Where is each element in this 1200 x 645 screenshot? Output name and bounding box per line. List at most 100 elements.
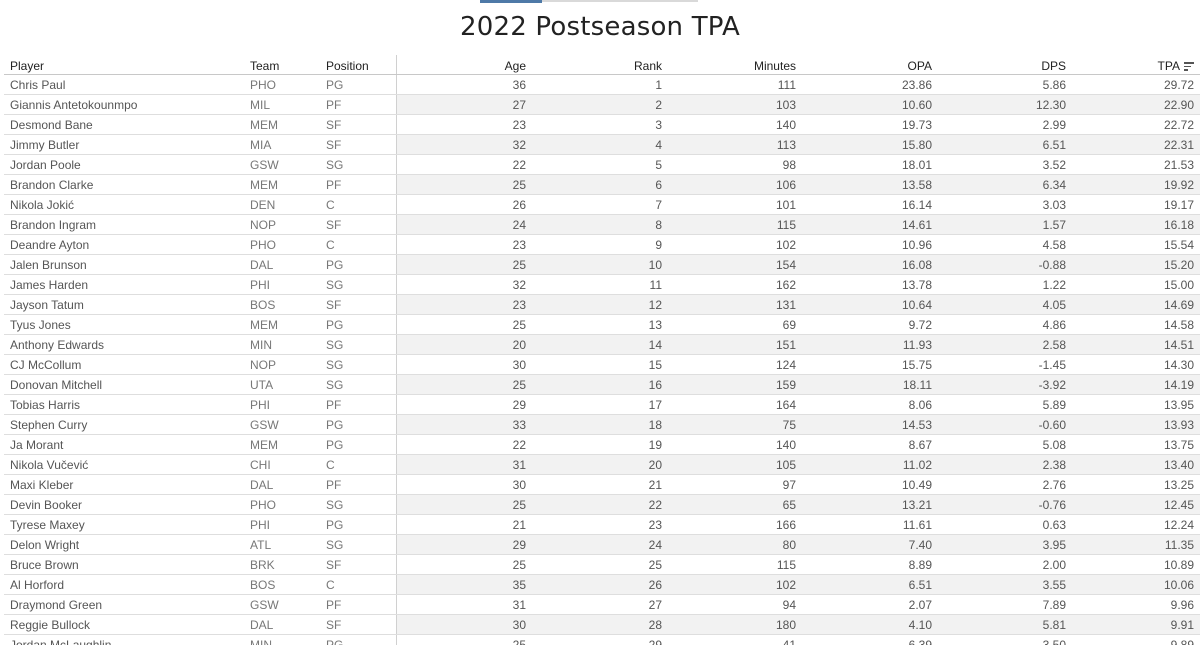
cell-position: C	[320, 574, 397, 595]
table-row[interactable]: Reggie Bullock DAL SF 30 28 180 4.10 5.81 9.91	[4, 614, 1200, 635]
table-row[interactable]: Devin Booker PHO SG 25 22 65 13.21 -0.76 12.45	[4, 494, 1200, 515]
cell-tpa: 22.72	[1072, 114, 1200, 135]
table-row[interactable]: Brandon Ingram NOP SF 24 8 115 14.61 1.57 16.18	[4, 214, 1200, 235]
column-header-player[interactable]: Player	[4, 55, 244, 75]
cell-team: CHI	[244, 454, 320, 475]
cell-team: BOS	[244, 574, 320, 595]
table-row[interactable]: Deandre Ayton PHO C 23 9 102 10.96 4.58 15.54	[4, 234, 1200, 255]
cell-rank: 29	[532, 634, 668, 645]
table-row[interactable]: Nikola Jokić DEN C 26 7 101 16.14 3.03 19.17	[4, 194, 1200, 215]
cell-position: PG	[320, 434, 397, 455]
cell-dps: -1.45	[938, 354, 1072, 375]
cell-team: GSW	[244, 414, 320, 435]
cell-position: SG	[320, 374, 397, 395]
table-row[interactable]: Jordan Poole GSW SG 22 5 98 18.01 3.52 21.53	[4, 154, 1200, 175]
column-header-position[interactable]: Position	[320, 55, 397, 75]
cell-position: SF	[320, 114, 397, 135]
cell-position: SG	[320, 354, 397, 375]
column-header-opa[interactable]: OPA	[802, 55, 938, 75]
cell-rank: 27	[532, 594, 668, 615]
cell-position: PG	[320, 514, 397, 535]
cell-tpa: 22.31	[1072, 134, 1200, 155]
cell-team: DAL	[244, 254, 320, 275]
table-row[interactable]: Maxi Kleber DAL PF 30 21 97 10.49 2.76 13.25	[4, 474, 1200, 495]
cell-minutes: 115	[668, 214, 802, 235]
table-row[interactable]: Anthony Edwards MIN SG 20 14 151 11.93 2.58 14.5…	[4, 334, 1200, 355]
cell-opa: 4.10	[802, 614, 938, 635]
cell-position: PF	[320, 174, 397, 195]
cell-rank: 24	[532, 534, 668, 555]
table-row[interactable]: Tyus Jones MEM PG 25 13 69 9.72 4.86 14.58	[4, 314, 1200, 335]
cell-minutes: 98	[668, 154, 802, 175]
table-row[interactable]: Donovan Mitchell UTA SG 25 16 159 18.11 -3.92 14…	[4, 374, 1200, 395]
column-header-age[interactable]: Age	[396, 55, 532, 75]
column-header-minutes[interactable]: Minutes	[668, 55, 802, 75]
cell-player: Tobias Harris	[4, 394, 244, 415]
table-row[interactable]: Nikola Vučević CHI C 31 20 105 11.02 2.38 13.40	[4, 454, 1200, 475]
cell-position: PG	[320, 634, 397, 645]
cell-age: 27	[396, 94, 532, 115]
table-row[interactable]: Tyrese Maxey PHI PG 21 23 166 11.61 0.63 12.24	[4, 514, 1200, 535]
cell-dps: 4.86	[938, 314, 1072, 335]
column-header-rank[interactable]: Rank	[532, 55, 668, 75]
cell-player: Jordan Poole	[4, 154, 244, 175]
cell-opa: 13.21	[802, 494, 938, 515]
column-header-dps[interactable]: DPS	[938, 55, 1072, 75]
cell-dps: 3.95	[938, 534, 1072, 555]
cell-minutes: 103	[668, 94, 802, 115]
table-row[interactable]: Brandon Clarke MEM PF 25 6 106 13.58 6.34 19.92	[4, 174, 1200, 195]
cell-team: MEM	[244, 434, 320, 455]
table-row[interactable]: Jalen Brunson DAL PG 25 10 154 16.08 -0.88 15.20	[4, 254, 1200, 275]
cell-age: 32	[396, 134, 532, 155]
table-row[interactable]: Tobias Harris PHI PF 29 17 164 8.06 5.89 13.95	[4, 394, 1200, 415]
cell-player: Al Horford	[4, 574, 244, 595]
table-row[interactable]: Jayson Tatum BOS SF 23 12 131 10.64 4.05 14.69	[4, 294, 1200, 315]
cell-tpa: 9.91	[1072, 614, 1200, 635]
cell-team: MEM	[244, 314, 320, 335]
column-header-team[interactable]: Team	[244, 55, 320, 75]
cell-age: 33	[396, 414, 532, 435]
table-row[interactable]: Jordan McLaughlin MIN PG 25 29 41 6.39 3.50 9.89	[4, 634, 1200, 645]
cell-tpa: 22.90	[1072, 94, 1200, 115]
cell-position: SG	[320, 534, 397, 555]
cell-team: MIN	[244, 334, 320, 355]
cell-rank: 22	[532, 494, 668, 515]
sort-descending-icon[interactable]	[1184, 62, 1194, 71]
cell-opa: 10.60	[802, 94, 938, 115]
cell-team: PHO	[244, 234, 320, 255]
cell-rank: 17	[532, 394, 668, 415]
cell-tpa: 14.30	[1072, 354, 1200, 375]
table-row[interactable]: Stephen Curry GSW PG 33 18 75 14.53 -0.60 13.93	[4, 414, 1200, 435]
cell-team: MIL	[244, 94, 320, 115]
active-tab-indicator[interactable]	[480, 0, 542, 3]
table-row[interactable]: Jimmy Butler MIA SF 32 4 113 15.80 6.51 22.31	[4, 134, 1200, 155]
cell-opa: 13.58	[802, 174, 938, 195]
cell-opa: 10.96	[802, 234, 938, 255]
cell-minutes: 113	[668, 134, 802, 155]
cell-player: Desmond Bane	[4, 114, 244, 135]
cell-opa: 11.02	[802, 454, 938, 475]
table-row[interactable]: CJ McCollum NOP SG 30 15 124 15.75 -1.45 14.30	[4, 354, 1200, 375]
table-row[interactable]: Bruce Brown BRK SF 25 25 115 8.89 2.00 10.89	[4, 554, 1200, 575]
table-row[interactable]: Giannis Antetokounmpo MIL PF 27 2 103 10.60 12.…	[4, 94, 1200, 115]
table-row[interactable]: Desmond Bane MEM SF 23 3 140 19.73 2.99 22.72	[4, 114, 1200, 135]
table-row[interactable]: Chris Paul PHO PG 36 1 111 23.86 5.86 29.72	[4, 74, 1200, 95]
table-row[interactable]: Delon Wright ATL SG 29 24 80 7.40 3.95 11.35	[4, 534, 1200, 555]
cell-position: SF	[320, 134, 397, 155]
table-row[interactable]: Al Horford BOS C 35 26 102 6.51 3.55 10.06	[4, 574, 1200, 595]
cell-minutes: 111	[668, 74, 802, 95]
cell-age: 25	[396, 634, 532, 645]
cell-player: Jimmy Butler	[4, 134, 244, 155]
table-body: Chris Paul PHO PG 36 1 111 23.86 5.86 29.72 Giann…	[4, 74, 1200, 645]
column-header-tpa[interactable]: TPA	[1072, 55, 1200, 75]
cell-age: 25	[396, 554, 532, 575]
cell-dps: 3.55	[938, 574, 1072, 595]
cell-position: PF	[320, 394, 397, 415]
cell-minutes: 41	[668, 634, 802, 645]
cell-team: DEN	[244, 194, 320, 215]
cell-position: SG	[320, 154, 397, 175]
table-row[interactable]: James Harden PHI SG 32 11 162 13.78 1.22 15.00	[4, 274, 1200, 295]
cell-dps: 2.99	[938, 114, 1072, 135]
table-row[interactable]: Draymond Green GSW PF 31 27 94 2.07 7.89 9.96	[4, 594, 1200, 615]
table-row[interactable]: Ja Morant MEM PG 22 19 140 8.67 5.08 13.75	[4, 434, 1200, 455]
